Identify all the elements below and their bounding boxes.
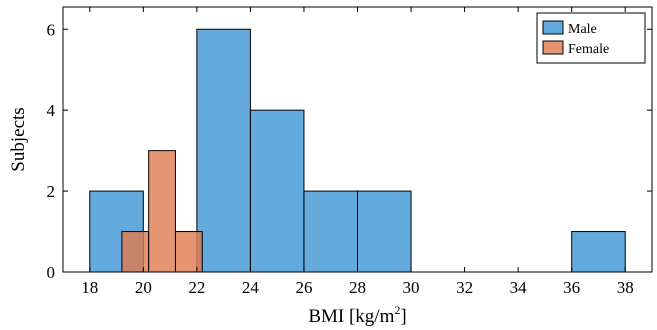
y-tick-label-0: 0 [47,263,56,282]
plot-frame [62,6,653,273]
x-tick-label-24: 24 [242,278,260,297]
x-tick-label-26: 26 [295,278,312,297]
female-bar-1 [148,150,176,273]
y-tick-label-4: 4 [47,101,56,120]
bars-layer [89,28,626,273]
x-tick-label-34: 34 [510,278,528,297]
male-bar-3 [303,190,359,273]
male-bar-4 [357,190,412,273]
male-bar-2 [249,109,305,273]
y-tick-label-2: 2 [47,182,56,201]
y-axis-title: Subjects [8,107,29,171]
x-tick-label-32: 32 [456,278,473,297]
legend: Male Female [536,12,646,64]
female-bar-2 [174,231,203,273]
x-tick-label-22: 22 [188,278,205,297]
x-tick-label-18: 18 [81,278,98,297]
legend-label-male: Male [568,22,597,37]
x-axis-title-end: ] [400,306,406,327]
x-axis-title-main: BMI [kg/m [308,306,394,327]
x-tick-label-38: 38 [617,278,634,297]
x-tick-label-28: 28 [349,278,366,297]
female-bar-0 [121,231,150,273]
x-tick-label-20: 20 [135,278,152,297]
legend-label-female: Female [568,42,609,57]
x-tick-label-36: 36 [563,278,580,297]
x-axis-title-superscript: 2 [394,303,400,317]
x-tick-label-30: 30 [403,278,420,297]
legend-swatch-male [542,20,564,35]
male-bar-1 [196,28,251,273]
legend-swatch-female [542,40,564,55]
x-axis-title: BMI [kg/m2] [308,303,406,327]
male-bar-5 [571,231,626,273]
y-tick-label-6: 6 [47,20,56,39]
